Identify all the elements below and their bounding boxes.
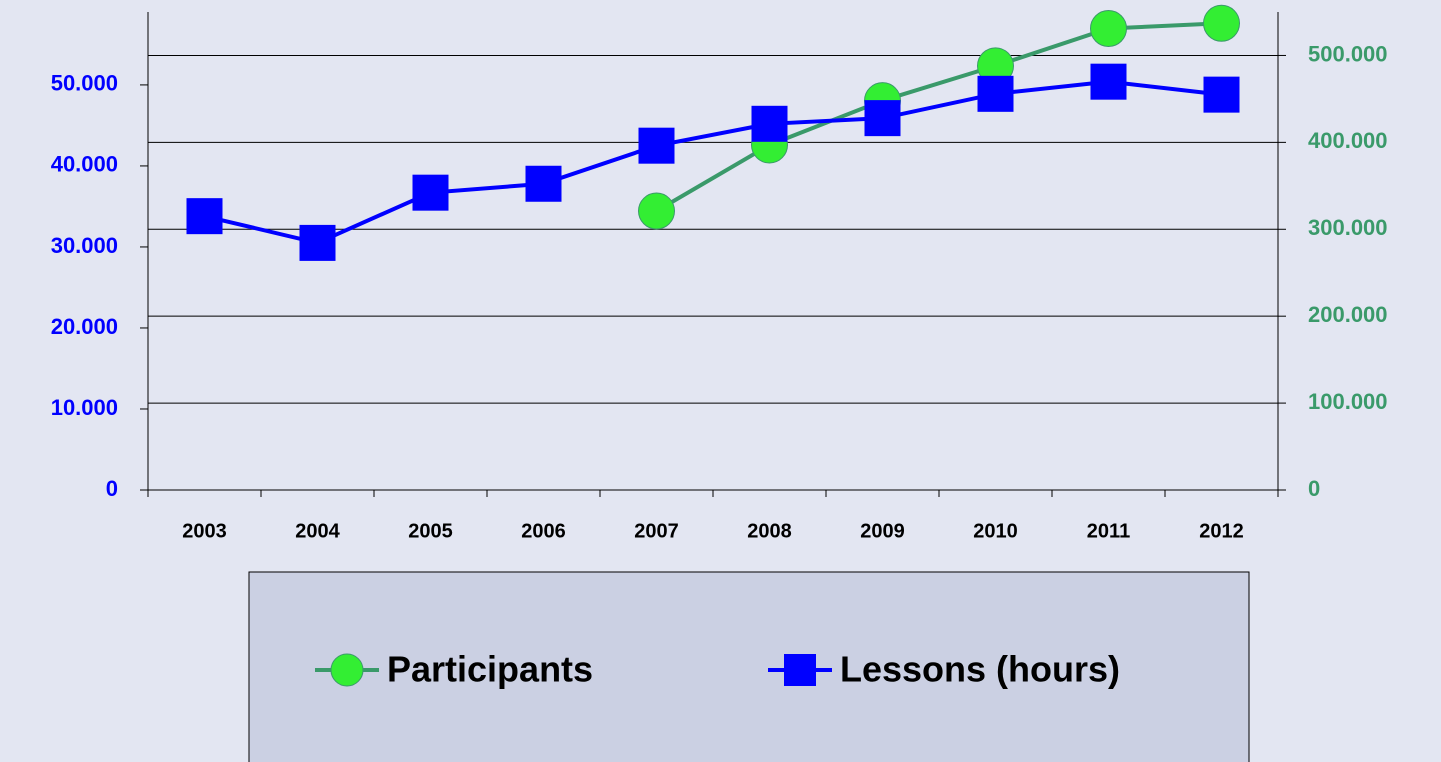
point [638,127,675,164]
y-tick-label: 10.000 [51,395,118,420]
legend-box [248,571,1250,762]
legend-label: Lessons (hours) [840,649,1120,690]
y-tick-label: 30.000 [51,233,118,258]
x-tick-label: 2009 [860,520,905,542]
point [977,75,1014,112]
x-tick-label: 2010 [973,520,1018,542]
y-tick-label: 0 [106,476,118,501]
point [525,165,562,202]
point [1090,63,1127,100]
series-line [204,79,1222,245]
y2-tick-label: 100.000 [1308,389,1388,414]
x-tick-label: 2007 [634,520,679,542]
series-line [655,21,1222,213]
point [751,105,788,142]
legend-marker [330,653,364,687]
x-tick-label: 2011 [1087,520,1130,542]
y-tick-label: 40.000 [51,152,118,177]
y2-tick-label: 300.000 [1308,215,1388,240]
point [638,192,675,230]
point [299,224,336,261]
y-tick-label: 20.000 [51,314,118,339]
x-tick-label: 2008 [747,520,792,542]
point [412,174,449,211]
y2-tick-label: 0 [1308,476,1320,501]
x-tick-label: 2003 [182,520,227,542]
x-tick-label: 2004 [295,520,340,542]
y-tick-label: 50.000 [51,71,118,96]
y2-tick-label: 200.000 [1308,302,1388,327]
point [1203,76,1240,113]
legend-label: Participants [387,649,593,690]
point [1090,10,1127,48]
point [1203,4,1240,42]
y2-tick-label: 400.000 [1308,128,1388,153]
legend-marker [784,654,816,686]
x-tick-label: 2005 [408,520,453,542]
x-tick-label: 2012 [1199,520,1244,542]
x-tick-label: 2006 [521,520,566,542]
y2-tick-label: 500.000 [1308,41,1388,66]
point [186,198,223,235]
point [864,100,901,137]
